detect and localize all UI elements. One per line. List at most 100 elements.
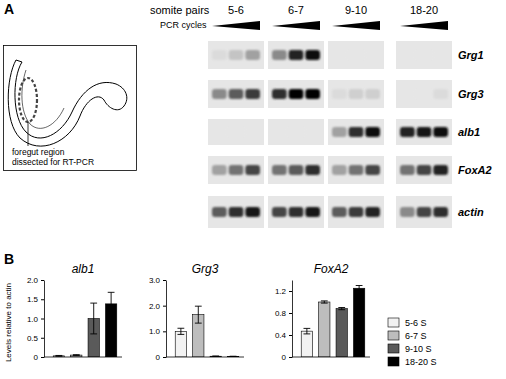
y-tick: 0 xyxy=(34,353,44,362)
schematic-label: foregut region xyxy=(12,147,65,157)
error-stem xyxy=(111,292,112,315)
legend-label: 5-6 S xyxy=(405,318,427,328)
y-tick-mark xyxy=(41,280,44,281)
gel-background xyxy=(268,41,324,69)
gel-background xyxy=(396,196,452,228)
gel-band xyxy=(433,207,448,217)
gel-subheader: PCR cycles xyxy=(160,20,207,30)
bar xyxy=(336,309,347,357)
error-cap xyxy=(338,307,345,308)
bar xyxy=(175,331,186,357)
embryo-outline xyxy=(8,60,127,146)
gel-background xyxy=(268,119,324,145)
y-tick-mark xyxy=(163,357,166,358)
bars xyxy=(301,286,365,358)
gel-band xyxy=(417,165,432,175)
y-axis-line xyxy=(292,281,293,358)
legend-label: 18-20 S xyxy=(405,357,437,367)
gel-band xyxy=(245,207,260,217)
gel-band xyxy=(289,127,304,137)
gel-band xyxy=(332,50,347,60)
gel-band xyxy=(305,89,320,99)
x-axis-line xyxy=(292,357,370,358)
y-tick-mark xyxy=(41,357,44,358)
schematic-label: dissected for RT-PCR xyxy=(12,157,94,167)
gel-band xyxy=(349,50,364,60)
group-label: 6-7 xyxy=(288,4,304,16)
error-bar xyxy=(73,354,80,356)
y-tick-mark xyxy=(289,335,292,336)
gel-band xyxy=(305,127,320,137)
y-tick: 0.8 xyxy=(275,309,292,318)
gel-band xyxy=(229,50,244,60)
gel-band xyxy=(400,127,415,137)
y-tick-label: 0 xyxy=(156,353,161,362)
y-tick-label: 1.2 xyxy=(275,287,287,296)
gel-band xyxy=(400,89,415,99)
y-tick: 1.0 xyxy=(149,327,166,336)
gene-label: alb1 xyxy=(458,126,480,138)
group-label: 5-6 xyxy=(228,4,244,16)
error-stem xyxy=(198,306,199,323)
bar-chart: 00.40.81.2FoxA25-6 S6-7 S9-10 S18-20 S xyxy=(275,262,437,367)
error-cap xyxy=(73,355,80,356)
gel-band xyxy=(229,89,244,99)
error-cap xyxy=(108,292,115,293)
bar-chart: 01.02.03.0Grg3 xyxy=(149,262,244,362)
foregut-region xyxy=(19,78,37,122)
error-bar xyxy=(90,303,97,334)
error-cap xyxy=(177,334,184,335)
y-tick-mark xyxy=(163,331,166,332)
y-axis: 01.02.03.0 xyxy=(149,276,167,362)
gel-background xyxy=(208,156,264,184)
error-cap xyxy=(212,355,219,356)
y-axis-line xyxy=(166,281,167,358)
error-cap xyxy=(321,303,328,304)
gel-background xyxy=(396,156,452,184)
gel-band xyxy=(400,165,415,175)
gel-band xyxy=(245,50,260,60)
bar xyxy=(319,302,330,357)
y-axis-title: Levels relative to actin xyxy=(4,283,13,362)
pointer-line xyxy=(28,122,29,146)
gel-band xyxy=(272,50,287,60)
chart-title: alb1 xyxy=(72,262,95,276)
gel-background xyxy=(328,196,384,228)
error-bar xyxy=(108,292,115,315)
gel-band xyxy=(365,127,380,137)
gel-band xyxy=(245,165,260,175)
gel-background xyxy=(328,156,384,184)
gel-band xyxy=(417,207,432,217)
legend-swatch xyxy=(388,344,399,353)
error-cap xyxy=(195,323,202,324)
error-bar xyxy=(195,306,202,323)
gel-band xyxy=(289,165,304,175)
gel-background xyxy=(268,156,324,184)
gel-band xyxy=(400,50,415,60)
group-label: 9-10 xyxy=(345,4,367,16)
y-tick: 1.0 xyxy=(27,315,44,324)
gel-band xyxy=(289,50,304,60)
error-bar xyxy=(55,355,62,357)
gel-band xyxy=(433,89,448,99)
gel-band xyxy=(305,207,320,217)
gel-band xyxy=(349,127,364,137)
gel-band xyxy=(365,165,380,175)
error-bar xyxy=(177,328,184,334)
legend-swatch xyxy=(388,331,399,340)
error-stem xyxy=(359,286,360,292)
error-stem xyxy=(180,328,181,334)
gel-band xyxy=(433,127,448,137)
gel-band xyxy=(272,207,287,217)
gel-band xyxy=(289,207,304,217)
error-stem xyxy=(93,303,94,334)
gel-band xyxy=(332,207,347,217)
error-cap xyxy=(73,354,80,355)
y-tick-label: 0.8 xyxy=(275,309,287,318)
chart-title: Grg3 xyxy=(192,262,219,276)
gel-band xyxy=(433,165,448,175)
y-tick: 2.0 xyxy=(27,276,44,285)
legend-swatch xyxy=(388,357,399,366)
error-stem xyxy=(306,328,307,334)
y-tick-mark xyxy=(289,313,292,314)
